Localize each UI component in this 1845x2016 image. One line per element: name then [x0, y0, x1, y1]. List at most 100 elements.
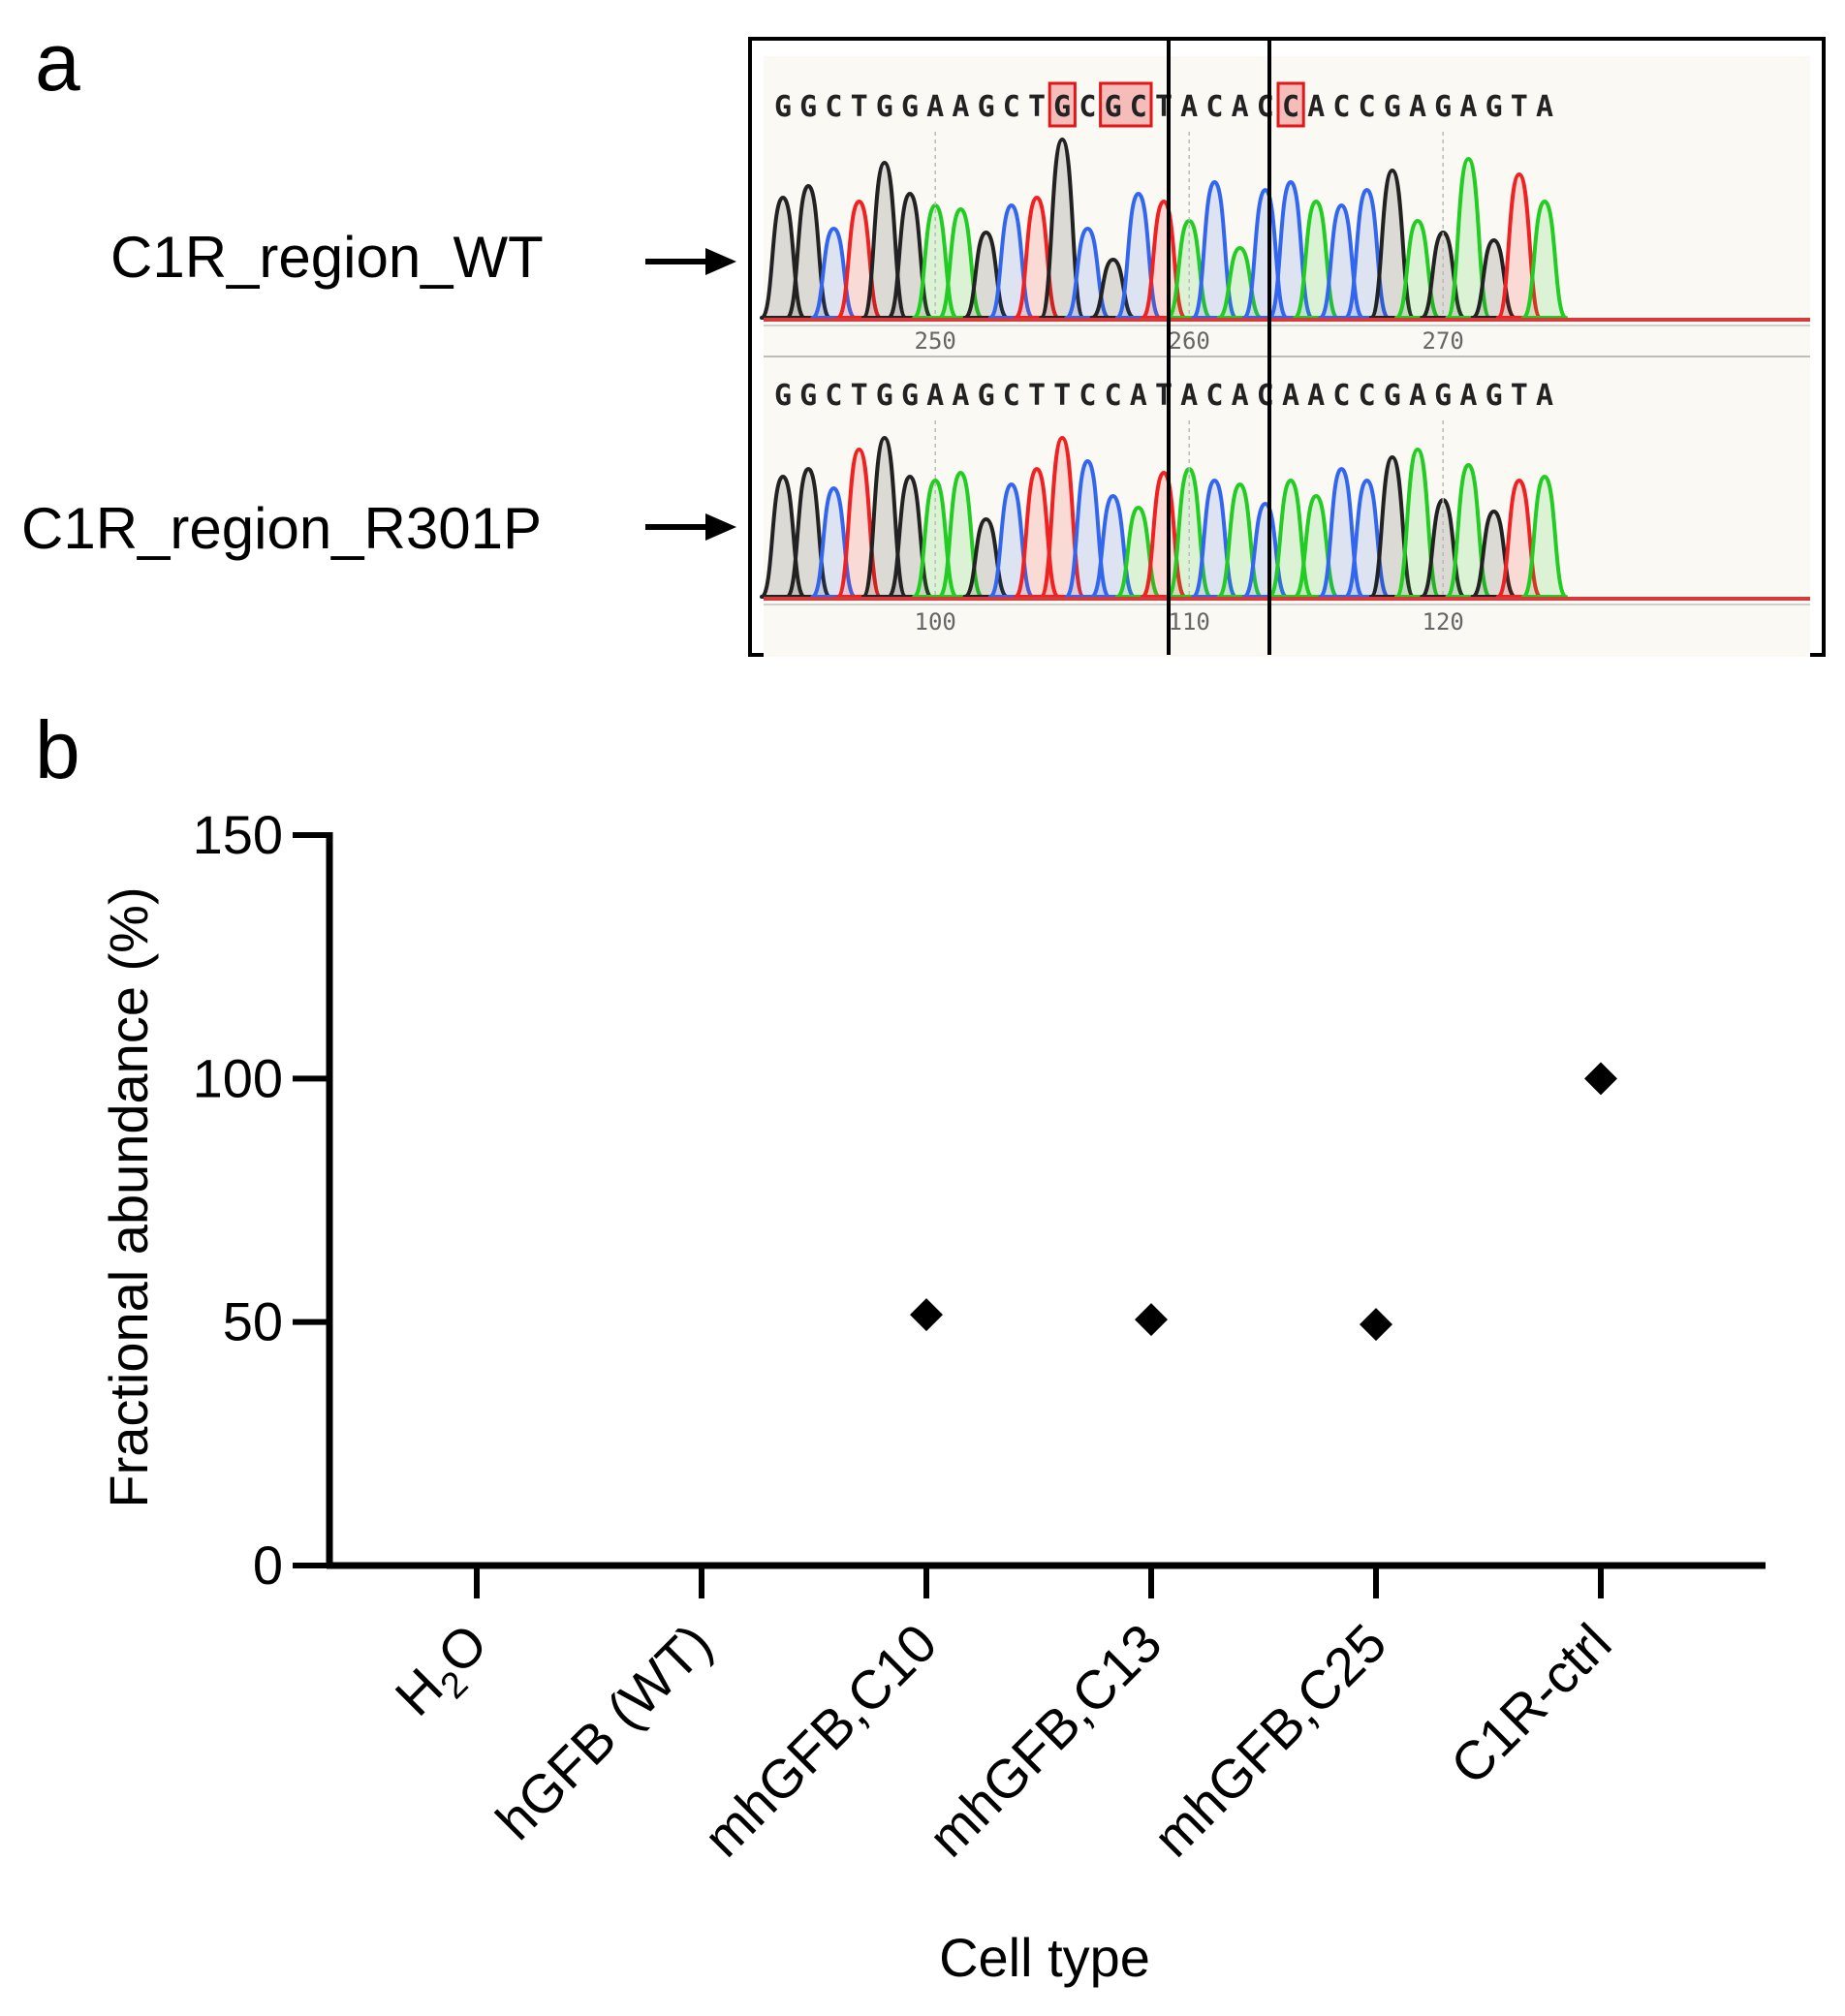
- base-letter: A: [1232, 90, 1249, 124]
- base-letter: T: [1028, 379, 1046, 413]
- base-letter: A: [1282, 379, 1299, 413]
- data-point-diamond: [1584, 1062, 1617, 1096]
- base-letter: G: [978, 379, 995, 413]
- chromatogram-peak: [1521, 200, 1568, 320]
- base-letter: G: [1485, 379, 1503, 413]
- x-tick-label: mhGFB,C25: [1141, 1612, 1398, 1869]
- y-axis-label: Fractional abundance (%): [98, 886, 159, 1507]
- position-label: 110: [1169, 608, 1210, 636]
- base-letter: T: [1511, 379, 1528, 413]
- base-letter: C: [825, 90, 842, 124]
- base-letter: C: [1359, 379, 1376, 413]
- base-letter: G: [799, 90, 817, 124]
- x-tick-label: hGFB (WT): [485, 1612, 724, 1851]
- base-letter: T: [1053, 379, 1071, 413]
- base-letter: A: [1180, 379, 1198, 413]
- base-letter: T: [1028, 90, 1046, 124]
- r301p-track-label: C1R_region_R301P: [21, 496, 543, 561]
- base-letter: G: [1434, 379, 1452, 413]
- base-letter: G: [774, 379, 792, 413]
- highlighted-base-box: [1099, 81, 1153, 128]
- base-letter: C: [1332, 379, 1350, 413]
- base-letter: C: [1130, 90, 1147, 124]
- base-letter: A: [1307, 90, 1325, 124]
- y-tick-label: 150: [193, 804, 283, 865]
- position-label: 100: [915, 608, 956, 636]
- base-letter: C: [1205, 90, 1223, 124]
- data-point-diamond: [910, 1298, 943, 1332]
- x-axis-label: Cell type: [939, 1927, 1150, 1988]
- base-letter: C: [1205, 379, 1223, 413]
- highlighted-base-box: [1048, 81, 1077, 128]
- base-letter: G: [1434, 90, 1452, 124]
- base-letter: C: [1359, 90, 1376, 124]
- base-letter: G: [876, 90, 893, 124]
- panel-b-label: b: [35, 704, 80, 795]
- chromatogram-peak: [937, 207, 985, 320]
- data-point-diamond: [1135, 1303, 1168, 1337]
- base-letter: G: [1384, 90, 1401, 124]
- base-letter: G: [1105, 90, 1122, 124]
- base-letter: C: [1079, 379, 1096, 413]
- base-letter: G: [774, 90, 792, 124]
- base-letter: T: [1511, 90, 1528, 124]
- chromatogram-peak: [1368, 169, 1416, 320]
- base-letter: G: [978, 90, 995, 124]
- position-label: 250: [915, 327, 956, 355]
- x-tick-label: mhGFB,C10: [692, 1612, 949, 1869]
- base-letter: A: [1536, 379, 1553, 413]
- chromatogram-peak: [860, 161, 908, 320]
- chromatogram-peak: [1191, 180, 1238, 320]
- base-letter: G: [901, 90, 919, 124]
- base-letter: C: [1105, 379, 1122, 413]
- chromatogram-peak: [937, 471, 985, 599]
- position-label: 260: [1169, 327, 1210, 355]
- base-letter: A: [1459, 379, 1477, 413]
- chromatogram-peak: [1521, 475, 1568, 599]
- base-letter: C: [1003, 90, 1020, 124]
- base-letter: A: [1409, 379, 1426, 413]
- base-letter: A: [1307, 379, 1325, 413]
- base-letter: C: [1079, 90, 1096, 124]
- base-letter: A: [926, 90, 944, 124]
- chromatogram-peak: [785, 184, 832, 320]
- x-tick-label: H2O: [384, 1612, 507, 1735]
- data-point-diamond: [1360, 1308, 1392, 1342]
- highlighted-base-box: [1276, 81, 1305, 128]
- chromatogram-peak: [860, 436, 908, 599]
- x-tick-label: mhGFB,C13: [917, 1612, 1173, 1869]
- base-letter: A: [926, 379, 944, 413]
- base-letter: C: [1332, 90, 1350, 124]
- chromatogram-peak: [1445, 463, 1492, 599]
- chromatogram-peak: [1495, 172, 1543, 320]
- base-letter: G: [901, 379, 919, 413]
- panel-a-label: a: [35, 16, 80, 108]
- base-letter: C: [1003, 379, 1020, 413]
- base-letter: A: [1232, 379, 1249, 413]
- chromatogram-peak: [1064, 459, 1111, 599]
- chromatogram-peak: [1394, 448, 1441, 599]
- base-letter: A: [1459, 90, 1477, 124]
- base-letter: T: [851, 379, 868, 413]
- wt-track-label: C1R_region_WT: [110, 225, 544, 290]
- base-letter: G: [1384, 379, 1401, 413]
- base-letter: A: [952, 90, 969, 124]
- base-letter: G: [876, 379, 893, 413]
- base-letter: C: [825, 379, 842, 413]
- base-letter: G: [799, 379, 817, 413]
- base-letter: G: [1485, 90, 1503, 124]
- r301p-arrow-icon: [645, 513, 736, 541]
- y-tick-label: 50: [223, 1291, 283, 1352]
- x-tick-label: C1R-ctrl: [1439, 1612, 1623, 1796]
- base-letter: A: [952, 379, 969, 413]
- chromatogram-peak: [1064, 227, 1111, 320]
- base-letter: A: [1180, 90, 1198, 124]
- base-letter: C: [1282, 90, 1299, 124]
- wt-arrow-icon: [645, 248, 736, 275]
- position-label: 270: [1423, 327, 1464, 355]
- position-label: 120: [1423, 608, 1464, 636]
